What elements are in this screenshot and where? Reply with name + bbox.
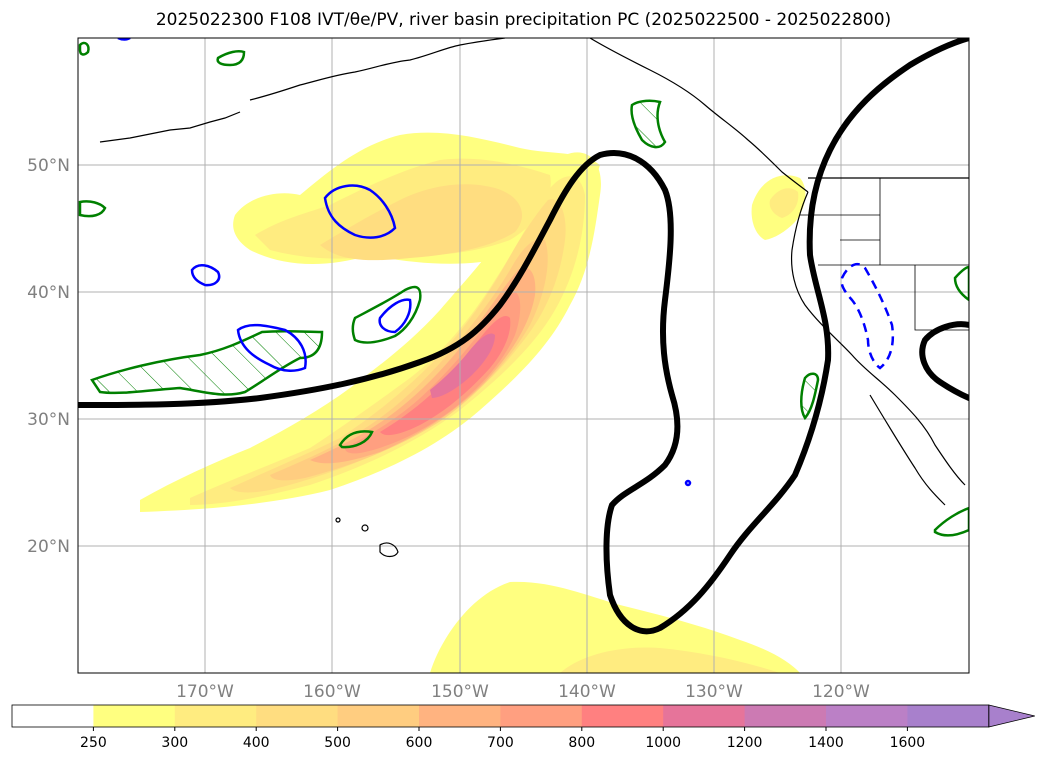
ivt-level-300-south bbox=[560, 647, 780, 673]
colorbar-segment bbox=[174, 705, 257, 727]
colorbar-segment bbox=[12, 705, 94, 727]
ivt-level-250-south bbox=[430, 581, 800, 673]
colorbar-tick-label: 250 bbox=[80, 735, 107, 751]
alaska-panhandle bbox=[589, 38, 809, 193]
us-west-coast bbox=[790, 191, 966, 486]
pv-positive-region-1 bbox=[90, 329, 324, 396]
pv-negative-region-2 bbox=[190, 264, 221, 287]
colorbar-segment bbox=[256, 705, 339, 727]
pv-positive-region-7 bbox=[800, 372, 820, 421]
coastlines bbox=[99, 38, 969, 558]
ivt-level-1000 bbox=[430, 333, 495, 398]
pv-negative-region-3 bbox=[236, 323, 307, 372]
longitude-labels: 170°W 160°W 150°W 140°W 130°W 120°W bbox=[176, 682, 870, 702]
baja-peninsula bbox=[869, 394, 946, 506]
lon-label-120w: 120°W bbox=[812, 682, 870, 702]
lat-label-20n: 20°N bbox=[27, 537, 70, 557]
theta-e-contours bbox=[78, 38, 969, 635]
pv-positive-region-6 bbox=[216, 50, 246, 67]
latitude-labels: 50°N 40°N 30°N 20°N bbox=[27, 156, 70, 557]
colorbar-tick-label: 1200 bbox=[727, 735, 763, 751]
hawaii-islands bbox=[335, 517, 341, 523]
aleutian-islands bbox=[99, 111, 241, 143]
pv-positive-region-10 bbox=[78, 41, 90, 56]
colorbar-tick-label: 800 bbox=[568, 735, 595, 751]
big-island bbox=[379, 542, 399, 558]
map-title: 2025022300 F108 IVT/θe/PV, river basin p… bbox=[155, 10, 892, 30]
theta-e-contour-east bbox=[919, 321, 969, 401]
pv-negative-point bbox=[684, 479, 692, 487]
colorbar-segment bbox=[581, 705, 664, 727]
pv-contours bbox=[78, 38, 969, 537]
colorbar-segment bbox=[826, 705, 908, 727]
hawaii-island bbox=[361, 524, 369, 532]
lon-label-170w: 170°W bbox=[176, 682, 234, 702]
theta-e-contour-main bbox=[78, 38, 969, 635]
lon-label-140w: 140°W bbox=[558, 682, 616, 702]
colorbar-extend-arrow bbox=[988, 704, 1035, 728]
colorbar-segment bbox=[500, 705, 583, 727]
pv-positive-region-2 bbox=[338, 430, 374, 449]
colorbar-tick-label: 1400 bbox=[808, 735, 844, 751]
lon-label-150w: 150°W bbox=[431, 682, 489, 702]
pv-positive-region-8 bbox=[933, 506, 969, 537]
colorbar-tick-label: 700 bbox=[487, 735, 514, 751]
pv-negative-region-5 bbox=[840, 262, 895, 370]
pv-positive-region-9 bbox=[953, 265, 969, 302]
pv-negative-region-4 bbox=[378, 298, 412, 334]
colorbar-segment bbox=[663, 705, 746, 727]
colorbar-tick-label: 300 bbox=[161, 735, 188, 751]
colorbar-tick-label: 500 bbox=[324, 735, 351, 751]
pv-negative-region-1 bbox=[323, 184, 397, 239]
lat-label-30n: 30°N bbox=[27, 410, 70, 430]
colorbar-tick-label: 400 bbox=[243, 735, 270, 751]
map-frame bbox=[77, 37, 970, 674]
colorbar-tick-label: 1000 bbox=[645, 735, 681, 751]
colorbar-segment bbox=[93, 705, 176, 727]
colorbar-segment bbox=[337, 705, 420, 727]
state-borders bbox=[800, 178, 969, 331]
colorbar-tick-label: 600 bbox=[406, 735, 433, 751]
colorbar-segment bbox=[744, 705, 827, 727]
lat-label-50n: 50°N bbox=[27, 156, 70, 176]
colorbar: 250 300 400 500 600 700 800 1000 1200 1400 1600 bbox=[11, 704, 1035, 751]
colorbar-segment bbox=[907, 705, 990, 727]
alaska-coast bbox=[249, 38, 506, 101]
lon-label-160w: 160°W bbox=[303, 682, 361, 702]
colorbar-segment bbox=[419, 705, 501, 727]
pv-positive-region-3 bbox=[630, 99, 667, 149]
ivt-level-400-north bbox=[320, 184, 523, 261]
lat-label-40n: 40°N bbox=[27, 283, 70, 303]
pv-positive-region-5 bbox=[78, 200, 107, 218]
pv-positive-region-4 bbox=[351, 285, 422, 344]
colorbar-tick-label: 1600 bbox=[890, 735, 926, 751]
ivt-level-300-coast bbox=[769, 188, 799, 218]
lon-label-130w: 130°W bbox=[685, 682, 743, 702]
